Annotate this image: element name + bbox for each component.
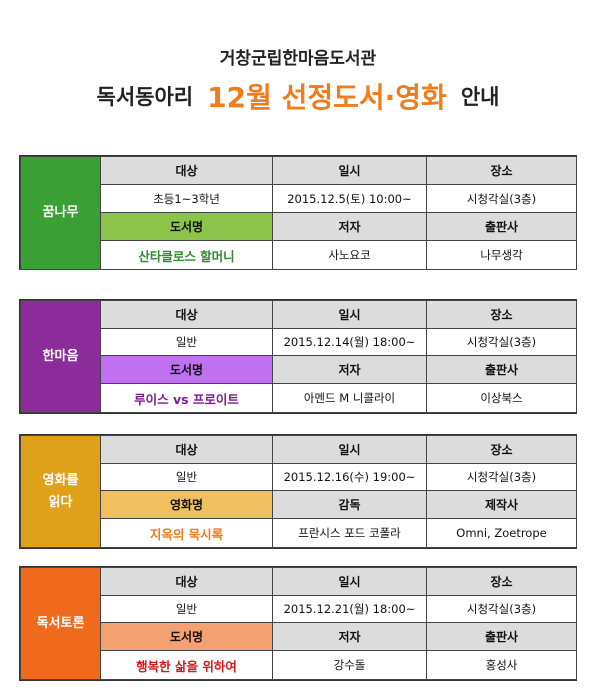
col3-value: 이상북스 [426,383,577,413]
book-title: 행복한 삶을 위하여 [100,650,273,680]
col3-value: 나무생각 [426,240,577,270]
col3-label: 출판사 [426,212,577,241]
club-section-1: 꿈나무 대상 일시 장소 초등1~3학년 2015.12.5(토) 10:00~… [19,155,577,270]
col3-value: 홍성사 [426,650,577,680]
header-place: 장소 [426,300,577,329]
book-title: 산타클로스 할머니 [100,240,273,270]
page-title: 독서동아리 12월 선정도서·영화 안내 [0,76,596,116]
book-title: 루이스 vs 프로이트 [100,383,273,413]
club-section-4: 독서토론 대상 일시 장소 일반 2015.12.21(월) 18:00~ 시청… [19,566,577,681]
header-datetime: 일시 [272,567,427,596]
col2-label: 저자 [272,212,427,241]
col2-value: 프란시스 포드 코폴라 [272,518,427,548]
header-datetime: 일시 [272,435,427,464]
place-value: 시청각실(3층) [426,327,577,357]
header-target: 대상 [100,300,273,329]
datetime-value: 2015.12.21(월) 18:00~ [272,594,427,624]
place-value: 시청각실(3층) [426,462,577,492]
club-name: 꿈나무 [20,156,101,270]
club-name: 독서토론 [20,567,101,680]
title-prefix: 독서동아리 [96,85,194,109]
col2-label: 저자 [272,355,427,385]
col3-label: 출판사 [426,355,577,385]
datetime-value: 2015.12.16(수) 19:00~ [272,462,427,492]
title-label: 도서명 [100,212,273,241]
col3-label: 제작사 [426,490,577,520]
book-title: 지옥의 묵시록 [100,518,273,548]
datetime-value: 2015.12.14(월) 18:00~ [272,327,427,357]
col2-value: 사노요코 [272,240,427,270]
header-place: 장소 [426,567,577,596]
title-label: 영화명 [100,490,273,520]
header-target: 대상 [100,156,273,185]
place-value: 시청각실(3층) [426,594,577,624]
header-target: 대상 [100,435,273,464]
datetime-value: 2015.12.5(토) 10:00~ [272,184,427,213]
title-suffix: 안내 [460,85,500,109]
target-value: 초등1~3학년 [100,184,273,213]
title-highlight: 12월 선정도서·영화 [207,81,447,114]
col2-value: 아멘드 M 니콜라이 [272,383,427,413]
title-label: 도서명 [100,622,273,652]
club-section-2: 한마음 대상 일시 장소 일반 2015.12.14(월) 18:00~ 시청각… [19,299,577,414]
target-value: 일반 [100,327,273,357]
target-value: 일반 [100,594,273,624]
col2-label: 저자 [272,622,427,652]
title-label: 도서명 [100,355,273,385]
header-place: 장소 [426,435,577,464]
club-name: 영화를 읽다 [20,435,101,548]
header-place: 장소 [426,156,577,185]
col3-value: Omni, Zoetrope [426,518,577,548]
target-value: 일반 [100,462,273,492]
col2-value: 강수돌 [272,650,427,680]
club-name: 한마음 [20,300,101,413]
header-target: 대상 [100,567,273,596]
library-name: 거창군립한마음도서관 [219,49,377,69]
header-datetime: 일시 [272,300,427,329]
col3-label: 출판사 [426,622,577,652]
place-value: 시청각실(3층) [426,184,577,213]
col2-label: 감독 [272,490,427,520]
header-datetime: 일시 [272,156,427,185]
club-section-3: 영화를 읽다 대상 일시 장소 일반 2015.12.16(수) 19:00~ … [19,434,577,549]
